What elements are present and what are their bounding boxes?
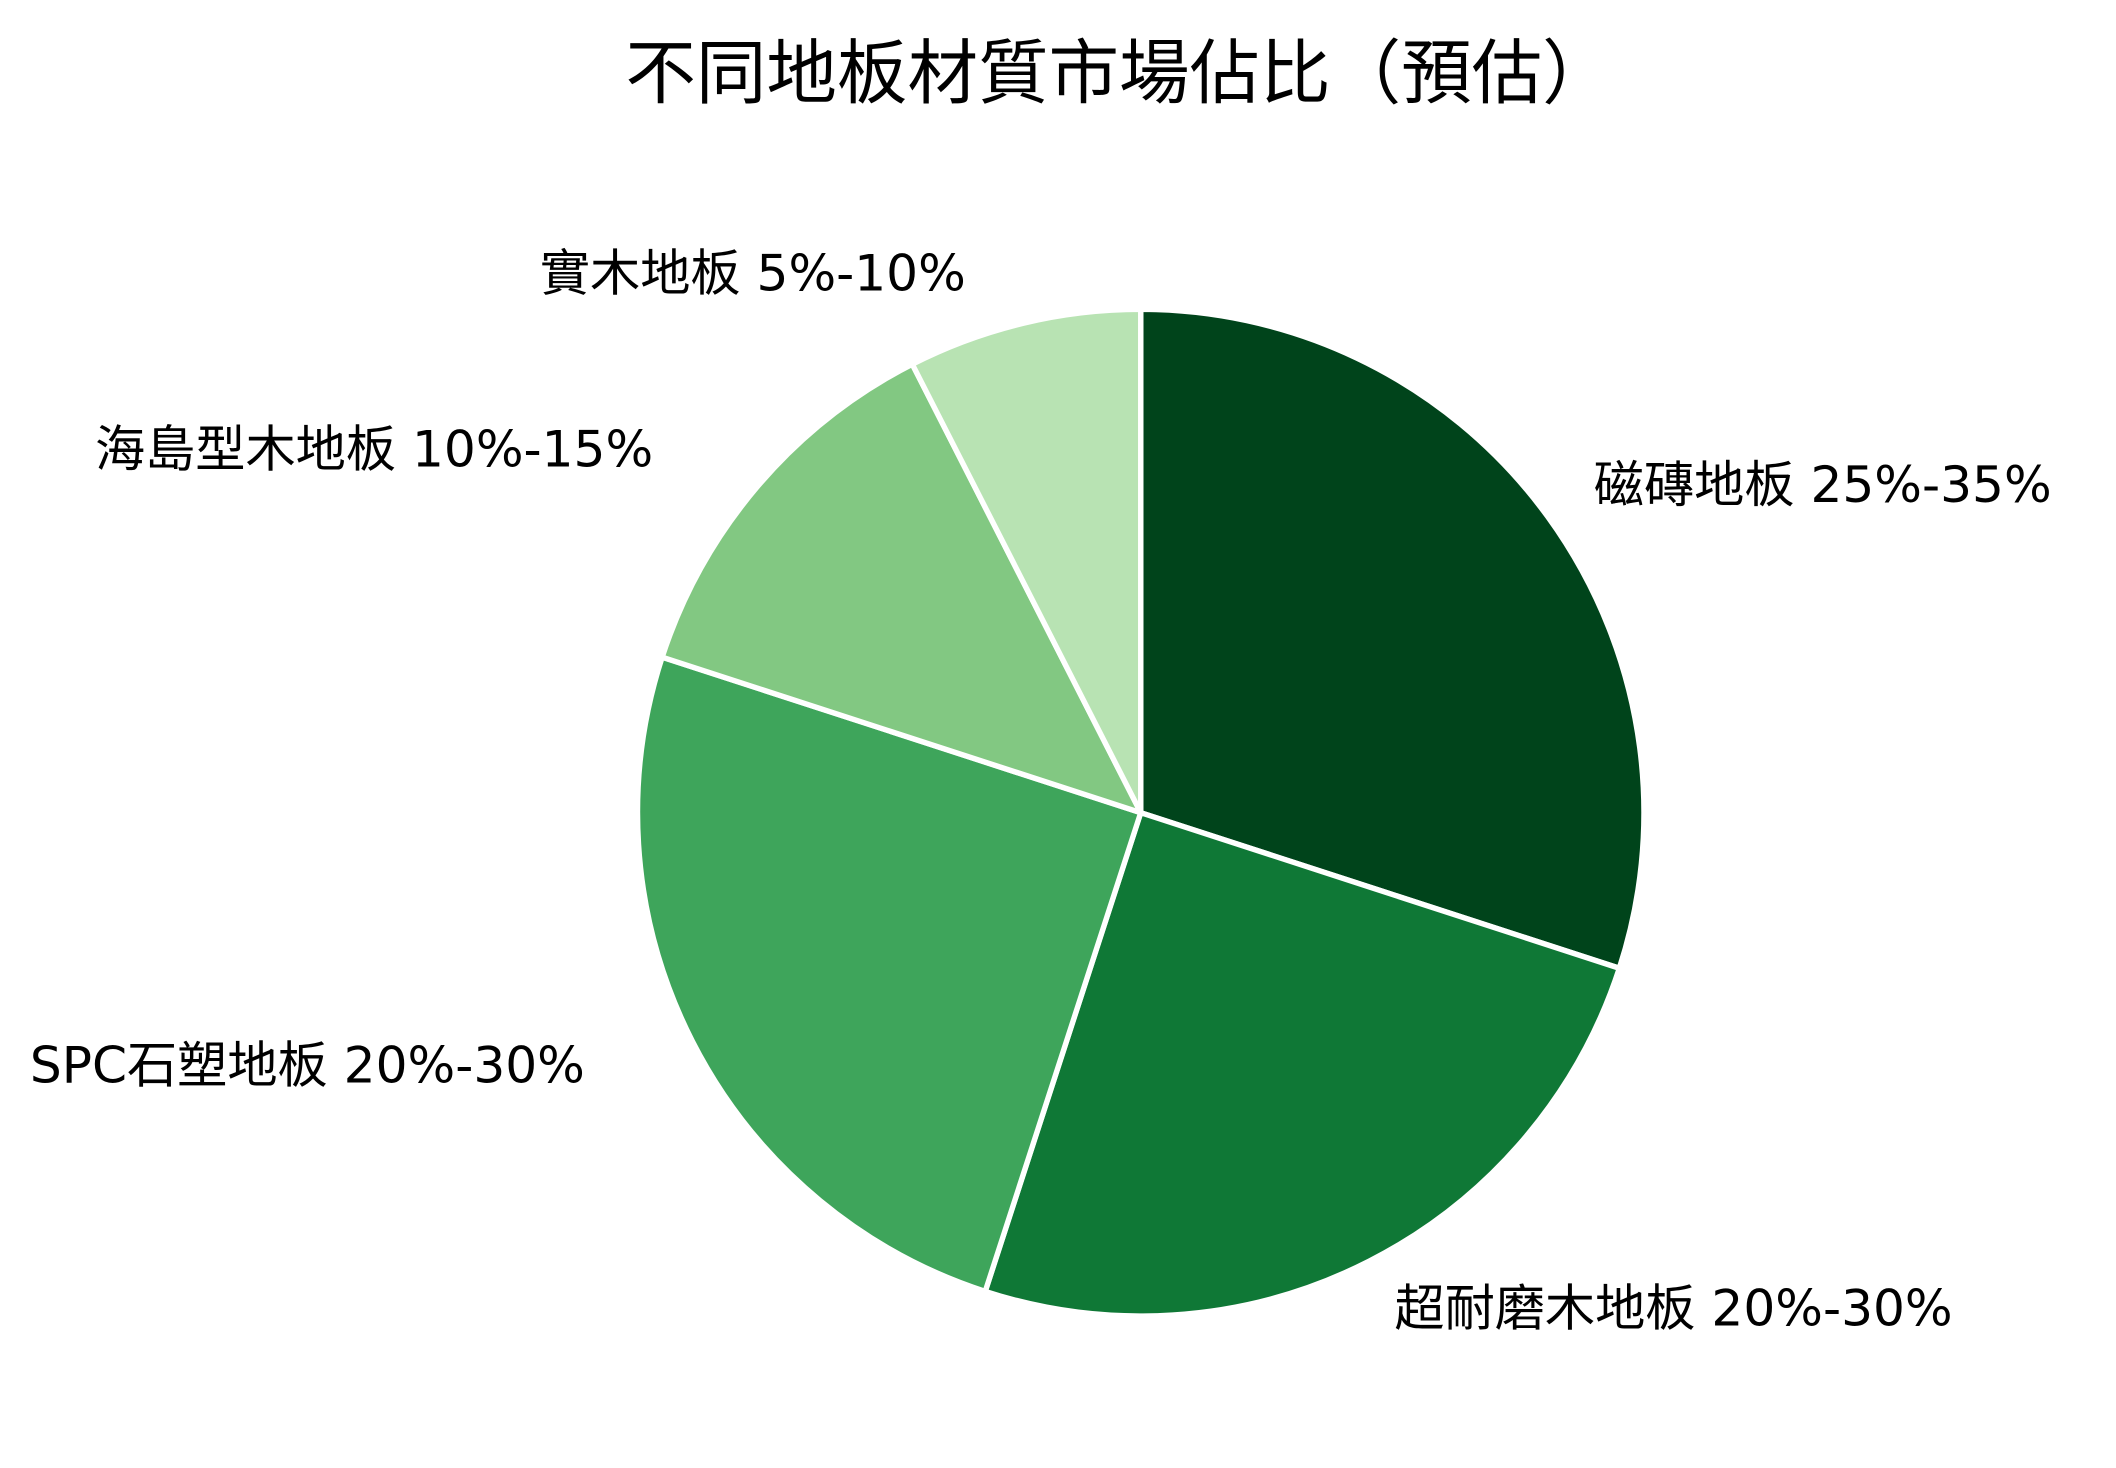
pie-slice bbox=[634, 654, 1144, 1295]
slice-label: 超耐磨木地板 20%-30% bbox=[1394, 1279, 1952, 1338]
pie-slice bbox=[982, 809, 1623, 1319]
slice-label: SPC石塑地板 20%-30% bbox=[30, 1036, 585, 1095]
pie-slice bbox=[1138, 306, 1647, 971]
pie-slice bbox=[659, 361, 1144, 816]
chart-title: 不同地板材質市場佔比（預估） bbox=[625, 33, 1612, 115]
slice-label: 海島型木地板 10%-15% bbox=[95, 420, 653, 479]
slice-label: 實木地板 5%-10% bbox=[540, 243, 966, 302]
pie-slice bbox=[909, 306, 1144, 816]
slice-label: 磁磚地板 25%-35% bbox=[1594, 455, 2052, 514]
